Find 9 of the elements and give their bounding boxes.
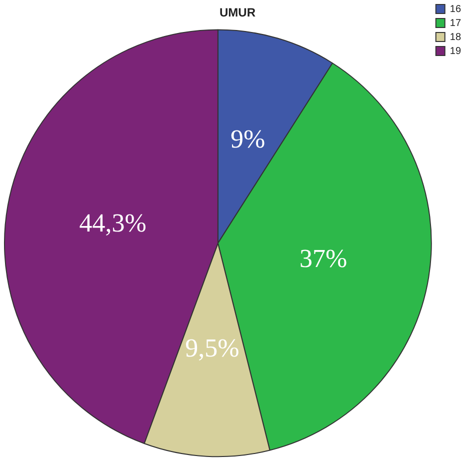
legend-label: 18 xyxy=(450,32,462,43)
legend-label: 17 xyxy=(450,18,462,29)
data-label: 9% xyxy=(230,124,266,154)
legend-label: 19 xyxy=(450,46,462,57)
data-label: 37% xyxy=(299,244,348,274)
data-label: 9,5% xyxy=(185,334,240,363)
chart-title: UMUR xyxy=(220,6,256,20)
data-label: 44,3% xyxy=(79,208,146,238)
legend-label: 16 xyxy=(450,4,462,15)
